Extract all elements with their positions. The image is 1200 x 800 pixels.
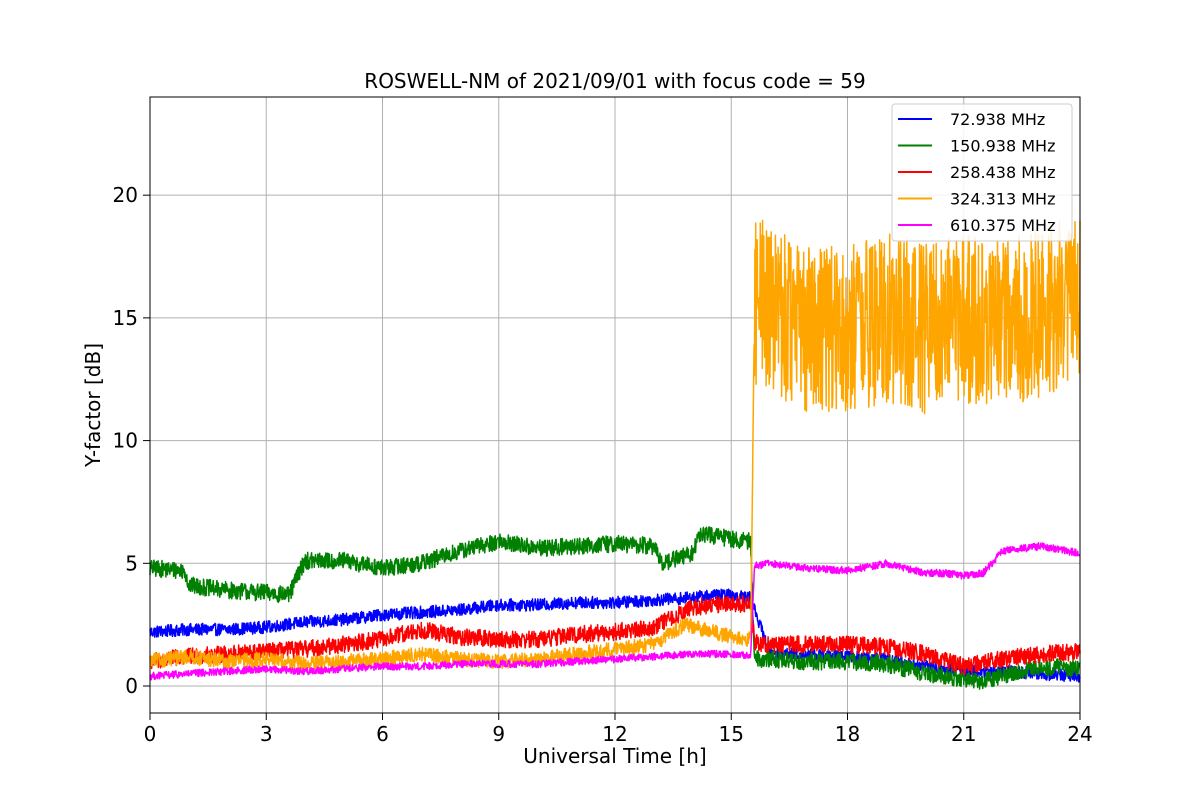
- x-tick-label: 6: [376, 722, 389, 746]
- x-axis-label: Universal Time [h]: [523, 744, 706, 768]
- x-tick-label: 18: [835, 722, 860, 746]
- x-tick-label: 21: [951, 722, 976, 746]
- series-line-1: [149, 588, 1081, 683]
- series-line-2: [149, 526, 1081, 690]
- series-line-3: [149, 594, 1081, 676]
- series-line-5: [149, 542, 1081, 681]
- series-line-4: [149, 219, 1081, 672]
- x-tick-label: 15: [719, 722, 744, 746]
- legend-label: 72.938 MHz: [950, 110, 1045, 129]
- chart-title: ROSWELL-NM of 2021/09/01 with focus code…: [364, 69, 865, 93]
- y-tick-label: 15: [113, 306, 138, 330]
- series-layer: [149, 219, 1081, 690]
- legend: 72.938 MHz 150.938 MHz 258.438 MHz 324.313 …: [891, 103, 1073, 242]
- y-tick-label: 10: [113, 429, 138, 453]
- x-tick-label: 0: [144, 722, 157, 746]
- y-tick-label: 5: [125, 551, 138, 575]
- y-tick-label: 0: [125, 674, 138, 698]
- legend-box: [891, 103, 1073, 242]
- y-axis-label: Y-factor [dB]: [81, 343, 105, 468]
- x-tick-label: 24: [1067, 722, 1092, 746]
- x-tick-label: 12: [602, 722, 627, 746]
- y-tick-label: 20: [113, 183, 138, 207]
- x-axis-ticks: 0 3 6 9 12 15 18 21 24: [144, 713, 1093, 746]
- x-tick-label: 9: [492, 722, 505, 746]
- legend-label: 324.313 MHz: [950, 190, 1055, 209]
- y-axis-ticks: 0 5 10 15 20: [113, 183, 150, 698]
- x-tick-label: 3: [260, 722, 273, 746]
- legend-label: 258.438 MHz: [950, 163, 1055, 182]
- legend-label: 610.375 MHz: [950, 216, 1055, 235]
- legend-label: 150.938 MHz: [950, 137, 1055, 156]
